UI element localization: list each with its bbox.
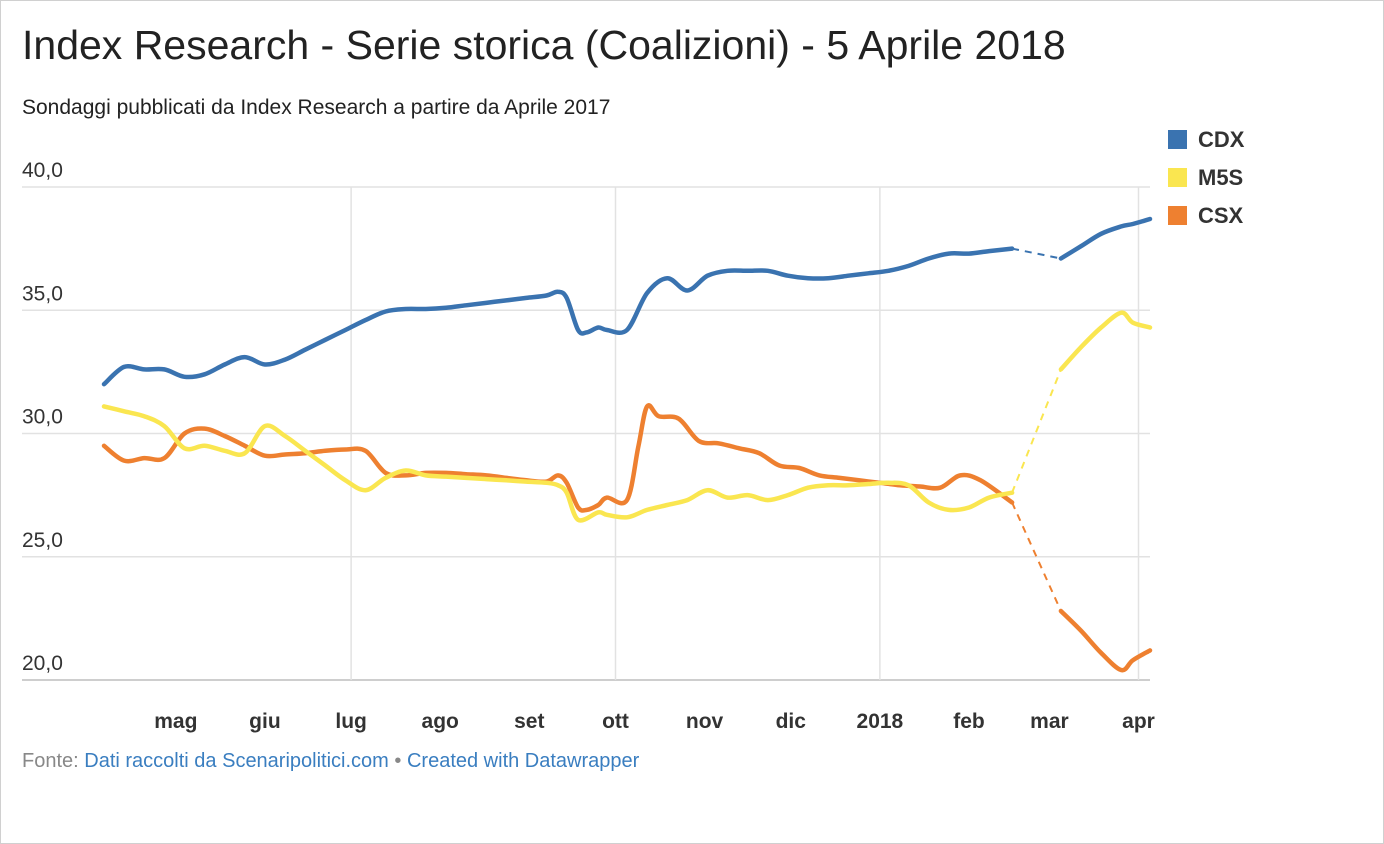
legend-label-csx: CSX [1198, 203, 1244, 228]
chart-subtitle: Sondaggi pubblicati da Index Research a … [22, 96, 611, 119]
y-tick-label: 40,0 [22, 159, 63, 182]
x-tick-label: ago [422, 710, 459, 733]
x-tick-label: mar [1030, 710, 1069, 733]
x-tick-label: lug [335, 710, 367, 733]
series-line-csx-part1 [101, 403, 1015, 513]
series-line-m5s-part1 [101, 404, 1015, 523]
footer-separator: • [394, 750, 402, 772]
x-tick-label: 2018 [857, 710, 904, 733]
legend-swatch-m5s [1168, 168, 1187, 187]
footer: Fonte: Dati raccolti da Scenaripolitici.… [22, 750, 639, 773]
series-line-csx-part2 [1058, 608, 1153, 673]
series-gap-csx [1011, 502, 1062, 612]
x-tick-label: set [514, 710, 544, 733]
chart-title: Index Research - Serie storica (Coalizio… [22, 22, 1066, 68]
series-gap-cdx [1011, 247, 1062, 260]
y-tick-label: 35,0 [22, 282, 63, 305]
series-line-m5s-part2 [1058, 310, 1153, 372]
legend-layer: CDX M5S CSX [1168, 127, 1245, 228]
x-tick-label: mag [154, 710, 197, 733]
y-tick-label: 20,0 [22, 652, 63, 675]
series-gap-m5s [1011, 369, 1062, 494]
source-link[interactable]: Dati raccolti da Scenaripolitici.com [84, 750, 389, 772]
legend-label-m5s: M5S [1198, 165, 1243, 190]
x-tick-label: dic [776, 710, 807, 733]
series-line-cdx-part2 [1058, 216, 1153, 261]
axis-layer: 40,0 35,0 30,0 25,0 20,0 mag giu lug ago set ott no… [22, 159, 1155, 733]
footer-prefix: Fonte: [22, 750, 79, 772]
x-tick-label: apr [1122, 710, 1155, 733]
legend-swatch-csx [1168, 206, 1187, 225]
x-tick-label: nov [686, 710, 724, 733]
legend-swatch-cdx [1168, 130, 1187, 149]
x-tick-label: ott [602, 710, 629, 733]
grid-layer [22, 186, 1150, 681]
series-layer [101, 216, 1153, 673]
x-tick-label: giu [249, 710, 281, 733]
x-tick-label: feb [953, 710, 985, 733]
y-tick-label: 30,0 [22, 406, 63, 429]
y-tick-label: 25,0 [22, 529, 63, 552]
legend-label-cdx: CDX [1198, 127, 1245, 152]
series-line-cdx-part1 [101, 246, 1015, 387]
datawrapper-link[interactable]: Created with Datawrapper [406, 750, 640, 772]
